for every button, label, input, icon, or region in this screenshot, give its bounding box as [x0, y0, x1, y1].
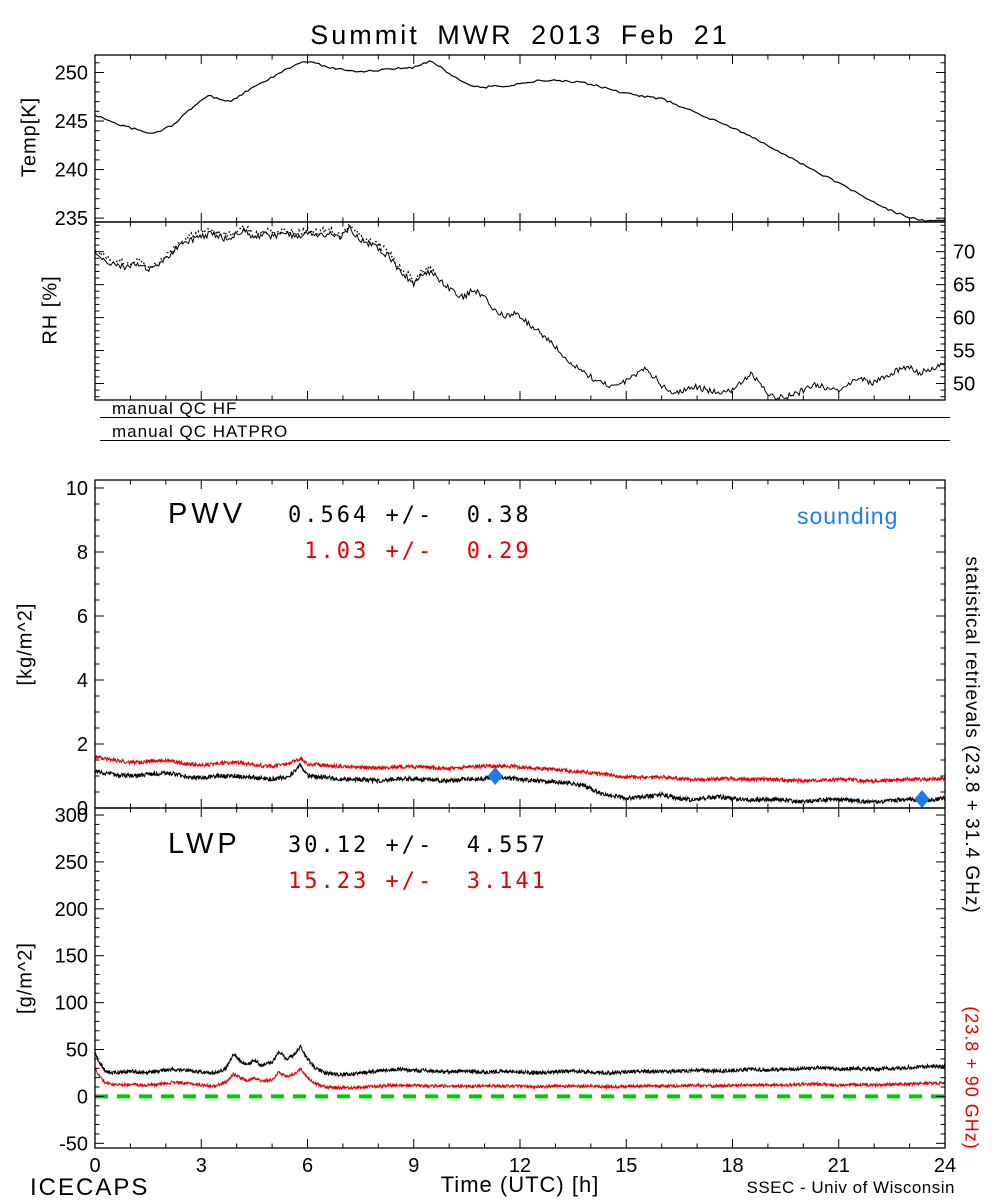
- lwp-ytick-label: 150: [55, 946, 88, 968]
- lwp-series-group: [95, 1044, 945, 1099]
- pwv-stat-black: 0.564 +/- 0.38: [288, 503, 532, 528]
- rh-ytick-label: 60: [953, 308, 975, 330]
- xtick-label: 6: [302, 1155, 313, 1177]
- temp-series-group: [95, 60, 945, 222]
- temp-ytick-label: 245: [55, 111, 88, 133]
- lwp-stat-black: 30.12 +/- 4.557: [288, 833, 548, 858]
- temp-ytick-label: 240: [55, 160, 88, 182]
- xtick-label: 21: [828, 1155, 850, 1177]
- qc-hf-label: manual QC HF: [112, 399, 238, 418]
- lwp-axis-label: [g/m^2]: [14, 942, 37, 1014]
- right-caption-statistical: statistical retrievals (23.8 + 31.4 GHz): [961, 556, 982, 914]
- sounding-diamond: [914, 790, 930, 808]
- pwv-panel-label: PWV: [168, 498, 247, 530]
- lwp-ytick-label: 100: [55, 993, 88, 1015]
- rh-panel-box: [94, 221, 946, 401]
- xtick-label: 9: [408, 1155, 419, 1177]
- lwp-line-lwp-23.8+31.4GHz: [95, 1044, 945, 1078]
- pwv-series-group: [95, 755, 945, 808]
- lwp-ytick-label: 0: [77, 1086, 88, 1108]
- lwp-ytick-label: 200: [55, 899, 88, 921]
- sounding-legend-label: sounding: [797, 503, 899, 529]
- pwv-ytick-label: 10: [66, 478, 88, 500]
- temp-ytick-label: 235: [55, 208, 88, 230]
- lwp-stat-red: 15.23 +/- 3.141: [288, 869, 548, 894]
- lwp-panel-label: LWP: [168, 828, 241, 860]
- rh-series-group: [95, 223, 945, 400]
- pwv-ytick-label: 4: [77, 670, 88, 692]
- rh-ticks: [94, 222, 946, 400]
- xtick-label: 0: [89, 1155, 100, 1177]
- chart-title: Summit MWR 2013 Feb 21: [310, 20, 730, 50]
- rh-ytick-label: 55: [953, 341, 975, 363]
- pwv-axis-label: [kg/m^2]: [14, 602, 37, 686]
- rh-ytick-label: 70: [953, 242, 975, 264]
- pwv-ytick-label: 0: [77, 798, 88, 820]
- icecaps-label: ICECAPS: [30, 1174, 150, 1201]
- temp-axis-label: Temp[K]: [18, 96, 41, 178]
- temp-ticks: [94, 55, 946, 222]
- right-caption-90ghz: (23.8 + 90 GHz): [961, 1006, 982, 1150]
- credit-label: SSEC - Univ of Wisconsin: [746, 1178, 955, 1197]
- lwp-ytick-label: 50: [66, 1040, 88, 1062]
- pwv-line-pwv-23.8+90GHz: [95, 755, 945, 785]
- pwv-line-pwv-23.8+31.4GHz: [95, 762, 945, 805]
- sounding-diamond: [487, 767, 503, 785]
- pwv-ytick-label: 6: [77, 606, 88, 628]
- pwv-stat-red: 1.03 +/- 0.29: [288, 539, 532, 564]
- qc-hatpro-label: manual QC HATPRO: [112, 422, 289, 441]
- xtick-label: 24: [934, 1155, 956, 1177]
- xtick-label: 3: [196, 1155, 207, 1177]
- rh-axis-label: RH [%]: [39, 275, 62, 345]
- temp-panel-box: [94, 54, 946, 223]
- lwp-line-lwp-23.8+90GHz: [95, 1067, 945, 1091]
- x-axis-label: Time (UTC) [h]: [440, 1172, 600, 1197]
- temp-ytick-label: 250: [55, 62, 88, 84]
- xtick-label: 18: [721, 1155, 743, 1177]
- lwp-ytick-label: 250: [55, 852, 88, 874]
- rh-ytick-label: 50: [953, 374, 975, 396]
- rh-line-rh-hf-dotted: [95, 223, 436, 284]
- pwv-ytick-label: 2: [77, 734, 88, 756]
- xtick-label: 12: [509, 1155, 531, 1177]
- pwv-ytick-label: 8: [77, 542, 88, 564]
- xtick-label: 15: [615, 1155, 637, 1177]
- lwp-ytick-label: -50: [59, 1133, 88, 1155]
- rh-line-rh-hatpro: [95, 224, 945, 400]
- rh-ytick-label: 65: [953, 275, 975, 297]
- lwp-ticks: [94, 808, 946, 1148]
- temp-line-temperature: [95, 60, 945, 222]
- lwp-ytick-label: 300: [55, 805, 88, 827]
